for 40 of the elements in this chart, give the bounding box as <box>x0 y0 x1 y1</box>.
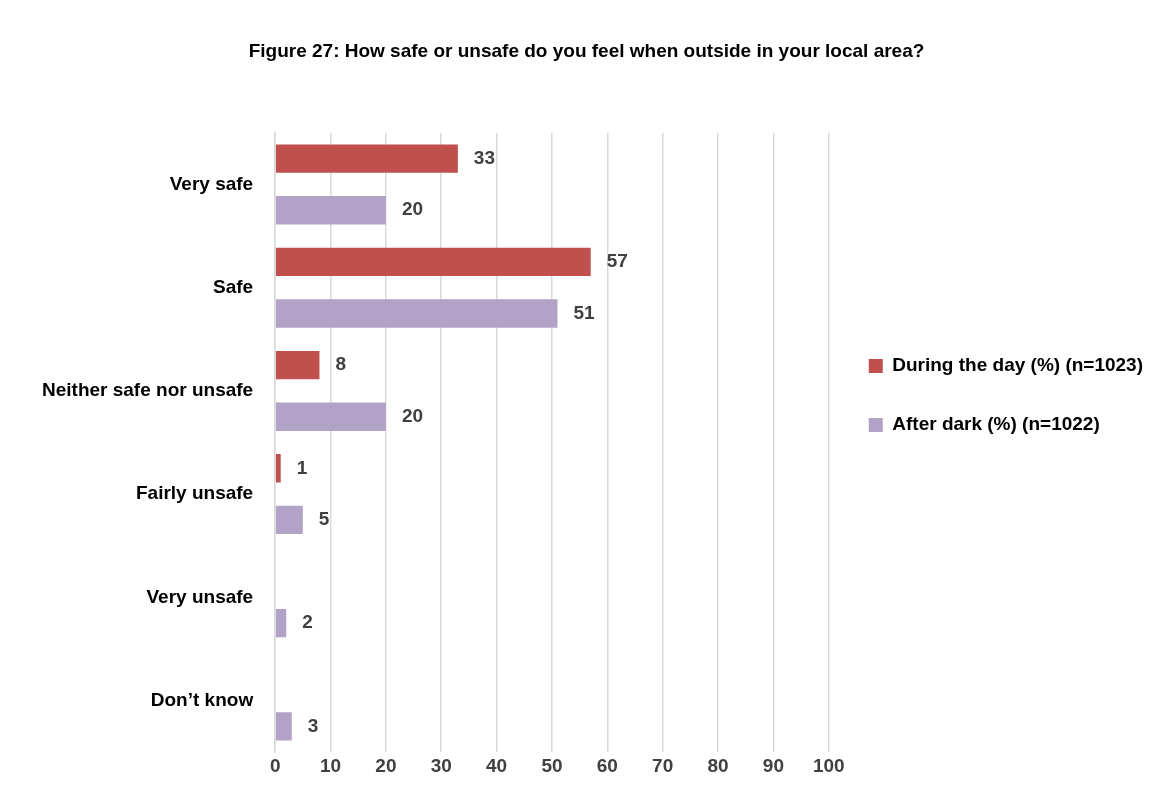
bar <box>275 196 386 225</box>
bar <box>275 299 558 328</box>
y-tick-label: Very safe <box>169 172 254 194</box>
x-tick-label: 70 <box>652 754 674 776</box>
x-tick-label: 0 <box>269 754 281 776</box>
bar <box>275 608 287 638</box>
data-label: 51 <box>573 301 596 323</box>
x-tick-label: 40 <box>486 754 508 776</box>
legend-label: During the day (%) (n=1023) <box>892 354 1144 376</box>
bar <box>275 144 458 173</box>
data-label: 20 <box>401 404 424 426</box>
data-label: 33 <box>473 146 495 168</box>
bar <box>275 712 292 741</box>
y-tick-label: Very unsafe <box>146 585 254 607</box>
y-tick-label: Neither safe nor unsafe <box>42 379 254 401</box>
data-label: 20 <box>401 198 424 220</box>
data-label: 57 <box>606 250 628 272</box>
x-tick-label: 60 <box>596 754 618 776</box>
y-tick-label: Don’t know <box>150 688 254 710</box>
bar <box>275 505 303 535</box>
x-tick-label: 10 <box>319 754 342 776</box>
data-label: 5 <box>318 508 330 530</box>
x-tick-label: 20 <box>375 754 397 776</box>
data-label: 2 <box>302 611 313 633</box>
x-tick-label: 90 <box>762 754 784 776</box>
data-label: 8 <box>335 353 347 375</box>
x-tick-label: 100 <box>812 754 845 776</box>
data-label: 1 <box>296 456 308 478</box>
legend-label: After dark (%) (n=1022) <box>892 413 1100 435</box>
y-tick-label: Safe <box>213 275 254 297</box>
bar <box>275 454 281 483</box>
x-tick-label: 30 <box>430 754 452 776</box>
data-label: 3 <box>307 714 319 736</box>
bar <box>275 402 386 431</box>
bar <box>275 350 320 380</box>
x-tick-label: 50 <box>541 754 563 776</box>
y-tick-label: Fairly unsafe <box>135 482 254 504</box>
bar <box>275 247 591 277</box>
chart-title: Figure 27: How safe or unsafe do you feel when outside in your local area? <box>248 39 925 61</box>
x-tick-label: 80 <box>707 754 729 776</box>
